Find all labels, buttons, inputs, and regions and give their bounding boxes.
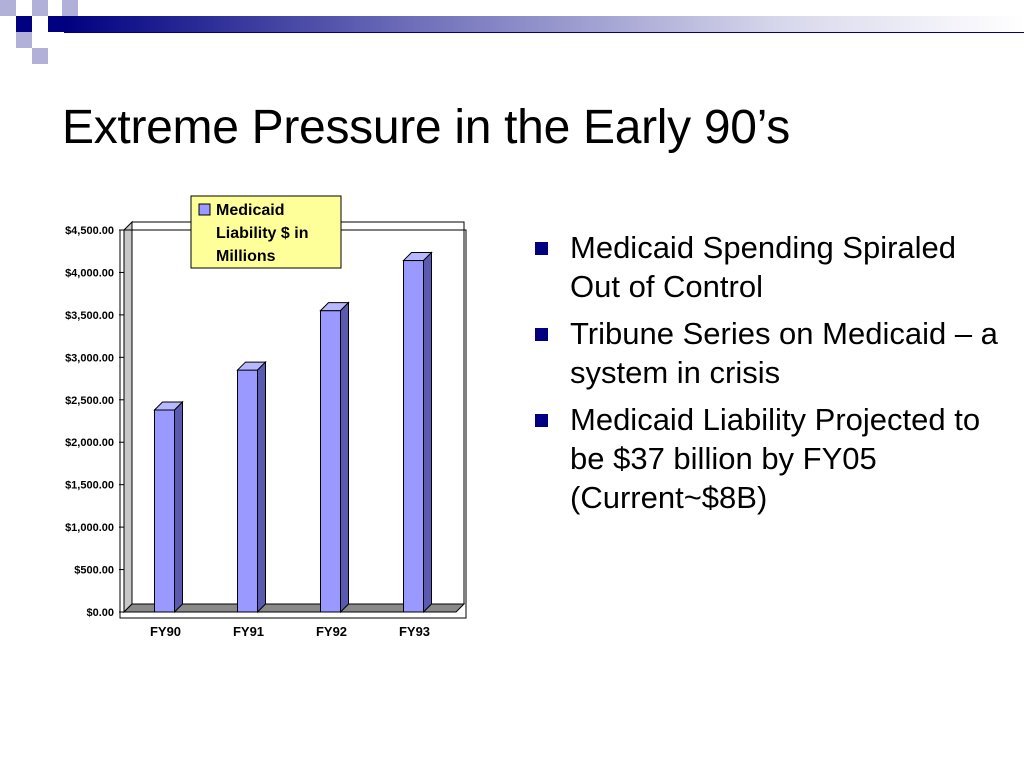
- legend-label: Millions: [216, 248, 276, 265]
- chart-labels: $0.00 $500.00 $1,000.00 $1,500.00 $2,000.00 $…: [65, 225, 430, 639]
- square-bullet-icon: [535, 328, 548, 341]
- bar-fy91: [237, 369, 258, 613]
- legend-label: Liability $ in: [216, 225, 308, 242]
- y-tick-label: $2,000.00: [65, 437, 114, 449]
- chart-legend: Medicaid Liability $ in Millions: [190, 195, 342, 269]
- square-bullet-icon: [535, 242, 548, 255]
- bullet-text: Medicaid Spending Spiraled Out of Contro…: [570, 230, 957, 304]
- x-tick-label: FY92: [316, 624, 347, 639]
- x-tick-label: FY93: [399, 624, 430, 639]
- bar-side: [423, 251, 432, 614]
- bar-side: [257, 360, 266, 614]
- header-gradient-bar: [64, 16, 1024, 32]
- header-rule: [64, 32, 1024, 33]
- y-tick-label: $3,500.00: [65, 310, 114, 322]
- medicaid-bar-chart: $0.00 $500.00 $1,000.00 $1,500.00 $2,000.00 $…: [65, 195, 467, 639]
- y-tick-label: $500.00: [74, 565, 114, 577]
- y-tick-label: $4,500.00: [65, 225, 114, 237]
- bar-fy90: [154, 409, 175, 613]
- legend-swatch: [198, 203, 211, 216]
- bullet-list: Medicaid Spending Spiraled Out of Contro…: [534, 228, 1004, 525]
- bullet-text: Tribune Series on Medicaid – a system in…: [570, 316, 998, 390]
- legend-box: [190, 195, 342, 269]
- bullet-item: Tribune Series on Medicaid – a system in…: [534, 314, 1004, 392]
- legend-label: Medicaid: [216, 202, 284, 219]
- bar-fy92: [320, 310, 341, 613]
- y-tick-label: $4,000.00: [65, 267, 114, 279]
- bullet-item: Medicaid Liability Projected to be $37 b…: [534, 400, 1004, 517]
- square-bullet-icon: [535, 414, 548, 427]
- x-tick-label: FY91: [233, 624, 264, 639]
- bar-side: [340, 301, 349, 614]
- y-tick-label: $0.00: [86, 607, 114, 619]
- x-tick-label: FY90: [150, 624, 181, 639]
- y-tick-label: $3,000.00: [65, 352, 114, 364]
- bar-fy93: [403, 260, 424, 613]
- chart-floor: [122, 603, 466, 613]
- bullet-text: Medicaid Liability Projected to be $37 b…: [570, 402, 981, 515]
- slide-title: Extreme Pressure in the Early 90’s: [62, 101, 790, 154]
- chart-axes: [119, 220, 467, 619]
- bar-side: [174, 400, 183, 614]
- bullet-item: Medicaid Spending Spiraled Out of Contro…: [534, 228, 1004, 306]
- chart-side-wall: [123, 220, 133, 614]
- y-tick-label: $1,500.00: [65, 480, 114, 492]
- y-tick-label: $2,500.00: [65, 395, 114, 407]
- chart-bars: [153, 251, 433, 614]
- y-tick-label: $1,000.00: [65, 522, 114, 534]
